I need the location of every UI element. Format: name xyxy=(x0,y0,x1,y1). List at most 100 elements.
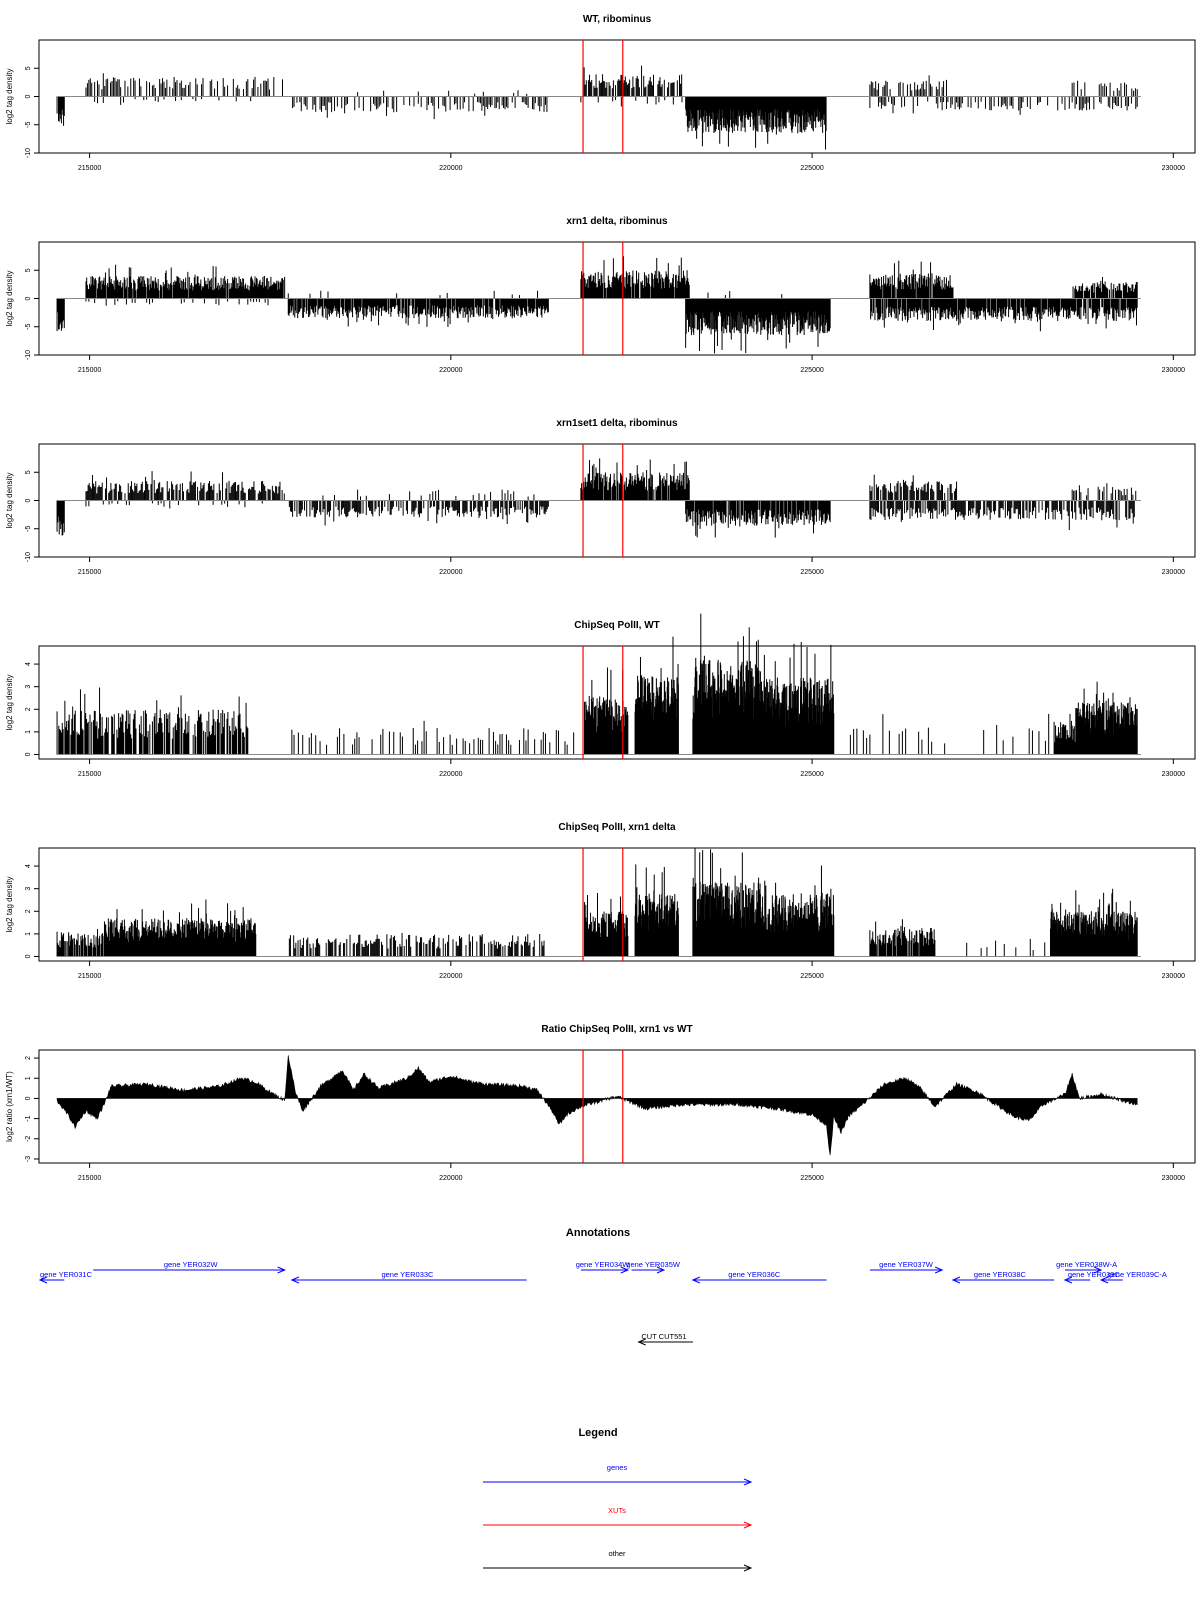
bar-segment-2 xyxy=(291,720,575,755)
y-tick-label: 0 xyxy=(25,1096,32,1100)
bar-segment-9 xyxy=(1075,681,1138,755)
y-tick-label: -5 xyxy=(25,324,32,330)
gene-label: gene YER031C xyxy=(40,1270,93,1279)
bar-segment-8 xyxy=(869,474,958,501)
gene-label: gene YER038C xyxy=(974,1270,1027,1279)
bar-segment-10 xyxy=(869,96,1138,115)
bar-segment-3 xyxy=(583,667,629,755)
y-tick-label: 0 xyxy=(25,296,32,300)
y-tick-label: 4 xyxy=(25,662,32,666)
x-tick-label: 220000 xyxy=(439,1175,462,1182)
gene-label: gene YER034W xyxy=(576,1260,631,1269)
gene-label: gene YER036C xyxy=(728,1270,781,1279)
y-tick-label: 3 xyxy=(25,887,32,891)
y-tick-label: 3 xyxy=(25,685,32,689)
chart-panels: WT, ribominus log2 tag density -10 -5 0 5 2150… xyxy=(5,14,1196,1182)
y-tick-label: 2 xyxy=(25,707,32,711)
x-tick-label: 230000 xyxy=(1162,367,1185,374)
chart-title: xrn1set1 delta, ribominus xyxy=(556,418,678,429)
y-tick-label: 0 xyxy=(25,94,32,98)
x-tick-label: 220000 xyxy=(439,367,462,374)
y-tick-label: -5 xyxy=(25,526,32,532)
data-series xyxy=(56,458,1141,538)
legend-arrow-other xyxy=(483,1564,753,1572)
x-tick-label: 220000 xyxy=(439,973,462,980)
x-tick-label: 215000 xyxy=(78,367,101,374)
y-tick-label: 0 xyxy=(25,498,32,502)
arrow-head xyxy=(656,1266,666,1274)
bar-segment-7 xyxy=(580,96,683,107)
y-tick-label: 4 xyxy=(25,864,32,868)
arrow-head xyxy=(934,1266,944,1274)
legend: Legend genes XUTs other xyxy=(483,1427,753,1572)
bar-segment-2 xyxy=(85,73,283,97)
x-tick-label: 230000 xyxy=(1162,569,1185,576)
bar-segment-3 xyxy=(94,96,252,105)
other-label: CUT CUT551 xyxy=(641,1332,686,1341)
gene-label: gene YER039C xyxy=(1068,1270,1121,1279)
bar-segment-7 xyxy=(849,713,1050,755)
bar-segment-10 xyxy=(1050,888,1138,957)
x-tick-label: 215000 xyxy=(78,771,101,778)
gene-arrow-2 xyxy=(93,1266,286,1274)
y-axis-label: log2 ratio (xrn1/WT) xyxy=(5,1071,14,1142)
bar-segment-6 xyxy=(761,641,835,755)
y-tick-label: 2 xyxy=(25,909,32,913)
gene-arrow-4 xyxy=(580,1266,630,1274)
gene-arrow-7 xyxy=(869,1266,944,1274)
x-tick-label: 225000 xyxy=(800,165,823,172)
arrow-head xyxy=(290,1276,300,1284)
bar-segment-3 xyxy=(288,932,545,957)
gene-label: gene YER033C xyxy=(381,1270,434,1279)
bar-segment-6 xyxy=(580,458,690,501)
y-tick-label: 0 xyxy=(25,954,32,958)
chart-panel-5: ChipSeq PolII, xrn1 delta log2 tag densit… xyxy=(5,822,1196,980)
y-tick-label: -3 xyxy=(25,1156,32,1162)
plot-frame xyxy=(38,645,1196,760)
x-tick-label: 215000 xyxy=(78,569,101,576)
bar-segment-1 xyxy=(56,96,65,126)
bar-segment-4 xyxy=(292,96,548,120)
y-tick-label: 1 xyxy=(25,730,32,734)
data-series xyxy=(56,613,1141,755)
bar-segment-1 xyxy=(56,500,65,536)
chart-title: ChipSeq PolII, xrn1 delta xyxy=(558,822,676,833)
arrow-head xyxy=(38,1276,48,1284)
y-axis-label: log2 tag density xyxy=(5,674,14,730)
bar-segment-1 xyxy=(56,687,249,755)
plot-frame xyxy=(38,847,1196,962)
bar-segment-4 xyxy=(583,892,629,957)
y-tick-label: 0 xyxy=(25,752,32,756)
gene-label: gene YER038W-A xyxy=(1056,1260,1117,1269)
gene-arrow-8 xyxy=(951,1276,1055,1284)
bar-segment-5 xyxy=(322,489,535,501)
bar-segment-11 xyxy=(1072,277,1138,299)
annotation-genes: gene YER031C gene YER032W gene YER033C gene… xyxy=(38,1260,1167,1284)
arrow-head xyxy=(277,1266,286,1274)
y-tick-label: -10 xyxy=(25,552,32,562)
bar-segment-10 xyxy=(870,298,1138,332)
bar-segment-9 xyxy=(966,938,1046,957)
x-tick-label: 215000 xyxy=(78,165,101,172)
gene-label: gene YER039C-A xyxy=(1107,1270,1166,1279)
data-series xyxy=(56,1055,1138,1156)
y-tick-label: 5 xyxy=(25,268,32,272)
data-series xyxy=(56,256,1141,354)
gene-label: gene YER032W xyxy=(164,1260,219,1269)
chart-panel-4: ChipSeq PolII, WT log2 tag density 0 1 2 3 4 21… xyxy=(5,613,1196,778)
data-series xyxy=(56,848,1141,957)
bar-segment-2 xyxy=(103,899,257,957)
bar-segment-4 xyxy=(288,500,549,526)
chart-title: WT, ribominus xyxy=(583,14,652,25)
legend-arrow-XUTs xyxy=(483,1521,753,1529)
y-tick-label: -5 xyxy=(25,122,32,128)
bar-segment-8 xyxy=(1053,713,1076,755)
bar-segment-3 xyxy=(85,500,263,509)
bar-segment-1 xyxy=(56,298,65,332)
x-tick-label: 215000 xyxy=(78,1175,101,1182)
bar-segment-2 xyxy=(85,471,285,501)
x-tick-label: 225000 xyxy=(800,771,823,778)
data-series xyxy=(56,65,1141,150)
x-tick-label: 230000 xyxy=(1162,973,1185,980)
